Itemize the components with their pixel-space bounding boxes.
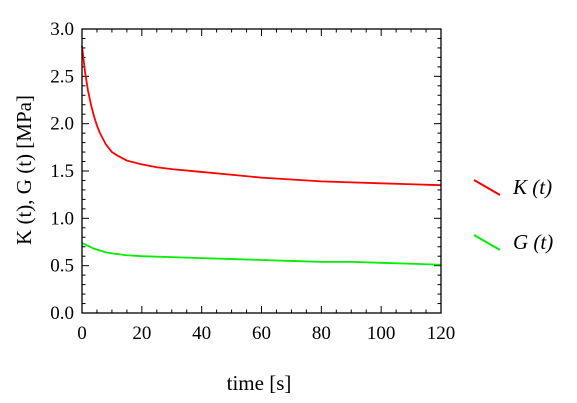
series-layer bbox=[81, 45, 442, 266]
legend-label: K (t) bbox=[512, 175, 552, 199]
legend: K (t) G (t) bbox=[473, 175, 553, 254]
legend-swatch bbox=[473, 234, 501, 251]
series-line-g bbox=[81, 242, 442, 266]
x-tick-label: 40 bbox=[192, 323, 211, 344]
x-tick-label: 120 bbox=[427, 323, 456, 344]
legend-label: G (t) bbox=[513, 230, 553, 254]
plot-frame bbox=[81, 28, 442, 314]
y-tick-label: 2.5 bbox=[50, 66, 74, 87]
y-tick-label: 1.5 bbox=[50, 161, 74, 182]
series-line-k bbox=[81, 45, 442, 187]
y-axis-title: K (t), G (t) [MPa] bbox=[12, 95, 36, 245]
x-tick-label: 60 bbox=[252, 323, 271, 344]
x-tick-label: 80 bbox=[312, 323, 331, 344]
y-tick-label: 3.0 bbox=[50, 19, 74, 40]
y-tick-label: 2.0 bbox=[50, 114, 74, 135]
x-tick-label: 0 bbox=[77, 323, 87, 344]
x-tick-label: 100 bbox=[367, 323, 396, 344]
y-tick-label: 0.5 bbox=[50, 256, 74, 277]
y-tick-label: 0.0 bbox=[50, 303, 74, 324]
ticks-layer: 0 20 40 60 80 100 120 0.0 0.5 1.0 1.5 2.0 2.5 3.0 bbox=[50, 19, 455, 344]
y-tick-label: 1.0 bbox=[50, 208, 74, 229]
legend-swatch bbox=[473, 179, 501, 196]
x-axis-title: time [s] bbox=[227, 371, 292, 395]
x-tick-label: 20 bbox=[132, 323, 151, 344]
